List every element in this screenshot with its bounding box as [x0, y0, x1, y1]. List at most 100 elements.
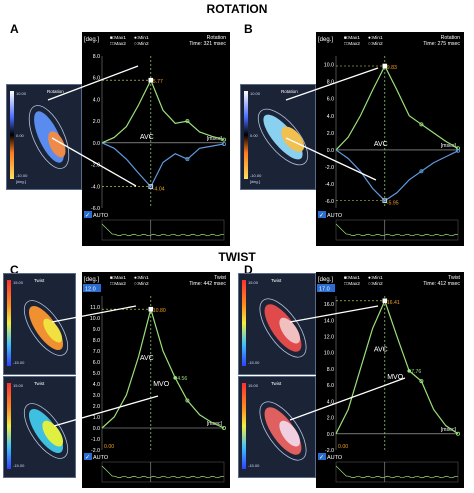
heart-map-a: 10.00 0.00 -10.00 [deg.] Rotation — [6, 84, 82, 190]
time-readout: Time: 412 msec — [423, 281, 460, 287]
y-tick-label: 6.0 — [93, 360, 100, 366]
y-tick-label: 3.0 — [93, 393, 100, 399]
y-tick-label: -4.0 — [325, 182, 334, 188]
y-tick-label: 10.0 — [90, 316, 100, 322]
top-tick-box — [83, 284, 101, 292]
data-point — [455, 148, 460, 153]
y-tick-label: -2.0 — [91, 163, 100, 169]
auto-label: AUTO — [93, 455, 109, 461]
y-tick-label: 10.0 — [324, 63, 334, 69]
heart-map-a-graphic: 10.00 0.00 -10.00 [deg.] Rotation — [10, 89, 70, 184]
mini-trace-line — [335, 223, 459, 237]
heart-map-c-top: 15.00 -15.00 Twist — [3, 273, 76, 375]
y-tick-label: 10.0 — [324, 351, 334, 357]
legend-max2: □:Max2 — [110, 41, 126, 47]
heart-map-b: 10.00 0.00 -10.00 [deg.] Rotation — [240, 84, 316, 190]
heart-map-d-top: 15.00 -15.00 Twist — [238, 273, 316, 375]
y-tick-label: -2.0 — [91, 448, 100, 454]
plot-c: [deg.] 12.0 ■:Max1 ●:Min1 □:Max2 ○:Min2 TwistT… — [83, 275, 227, 483]
data-point — [455, 431, 460, 436]
y-tick-label: 0.0 — [327, 148, 334, 154]
unit-label: [deg.] — [318, 277, 333, 283]
peak-label-min: -5.95 — [387, 201, 399, 207]
y-tick-label: 9.0 — [93, 327, 100, 333]
heart-map-d-bottom-graphic: 15.00 -15.00 Twist — [242, 381, 307, 469]
plot-a: [deg.] ■:Max1 ●:Min1 □:Max2 ○:Min2 RotationTi… — [84, 35, 226, 241]
y-tick-label: 4.0 — [327, 399, 334, 405]
peak-label-mvo: 7.76 — [411, 369, 421, 375]
heart-d2-scale-bottom: -15.00 — [248, 463, 260, 468]
y-tick-label: 0.0 — [93, 141, 100, 147]
legend-min1: ●:Min1 — [368, 275, 383, 281]
y-tick-label: 8.0 — [93, 54, 100, 60]
mvo-point — [407, 369, 411, 373]
y-tick-label: -1.0 — [91, 437, 100, 443]
heart-map-c-top-graphic: 15.00 -15.00 Twist — [7, 278, 69, 366]
auto-label: AUTO — [327, 213, 343, 219]
x-unit-label: [msec] — [441, 143, 457, 149]
x-unit-label: [msec] — [207, 136, 223, 142]
peak-marker — [148, 77, 154, 83]
auto-checkbox — [318, 211, 326, 218]
avc-label: AVC — [374, 141, 388, 148]
legend-max1: ■:Max1 — [110, 275, 126, 281]
heart-d2-scale-top: 15.00 — [248, 383, 259, 388]
y-tick-label: 6.0 — [327, 383, 334, 389]
panel-letter-a: A — [10, 22, 19, 36]
avc-label: AVC — [140, 134, 154, 141]
series-line — [101, 78, 225, 144]
y-tick-label: 12.0 — [324, 335, 334, 341]
mini-trace-frame — [101, 219, 225, 241]
data-point — [221, 425, 226, 430]
data-point — [185, 398, 190, 403]
y-tick-label: -6.0 — [325, 199, 334, 205]
time-readout: Time: 321 msec — [189, 41, 226, 47]
y-tick-label: -2.0 — [325, 165, 334, 171]
heart-b-scale-unit: [deg.] — [250, 179, 260, 184]
heart-a-scale-bottom: -10.00 — [16, 173, 28, 178]
heart-d-title: Twist — [271, 278, 282, 283]
y-tick-label: 6.0 — [93, 76, 100, 82]
section-title-rotation: ROTATION — [206, 2, 268, 16]
data-point — [419, 169, 424, 174]
series-line — [335, 149, 459, 202]
chart-title: Twist — [214, 275, 226, 281]
plot-d: [deg.] 17.0 ■:Max1 ●:Min1 □:Max2 ○:Min2 TwistT… — [317, 275, 461, 483]
time-readout: Time: 275 msec — [423, 41, 460, 47]
chart-title: Rotation — [441, 35, 460, 41]
y-tick-label: 4.0 — [93, 382, 100, 388]
y-tick-label: 2.0 — [327, 416, 334, 422]
auto-check-glyph: ✓ — [85, 455, 90, 461]
y-tick-label: 2.0 — [327, 131, 334, 137]
unit-label: [deg.] — [84, 277, 99, 283]
heart-map-d-top-graphic: 15.00 -15.00 Twist — [242, 278, 307, 366]
series-line — [335, 64, 459, 151]
auto-checkbox — [84, 211, 92, 218]
series-line — [335, 299, 459, 435]
peak-label-max: 5.77 — [153, 79, 163, 85]
legend-min1: ●:Min1 — [134, 275, 149, 281]
y-tick-label: 16.0 — [324, 302, 334, 308]
mini-trace-frame — [335, 461, 459, 483]
data-point — [455, 146, 460, 151]
y-tick-label: 2.0 — [93, 404, 100, 410]
legend-min2: ○:Min2 — [368, 41, 383, 47]
mini-trace-line — [335, 465, 459, 479]
mini-trace-frame — [101, 461, 225, 483]
legend-max2: □:Max2 — [344, 41, 360, 47]
avc-label: AVC — [374, 347, 388, 354]
peak-label-max: 9.83 — [387, 65, 397, 71]
x-unit-label: [msec] — [441, 427, 457, 433]
time-readout: Time: 442 msec — [189, 281, 226, 287]
mvo-label: MVO — [153, 381, 170, 388]
heart-b-scale-top: 10.00 — [250, 91, 261, 96]
heart-c2-scale-top: 15.00 — [13, 383, 24, 388]
y-tick-label: 14.0 — [324, 318, 334, 324]
mvo-point — [173, 376, 177, 380]
panel-letter-c: C — [10, 263, 19, 277]
plot-panel-d: [deg.] 17.0 ■:Max1 ●:Min1 □:Max2 ○:Min2 Twist T… — [316, 272, 464, 488]
top-tick-label: 12.0 — [85, 287, 96, 293]
data-point — [419, 122, 424, 127]
heart-map-b-graphic: 10.00 0.00 -10.00 [deg.] Rotation — [244, 89, 309, 184]
peak-marker — [382, 198, 388, 204]
